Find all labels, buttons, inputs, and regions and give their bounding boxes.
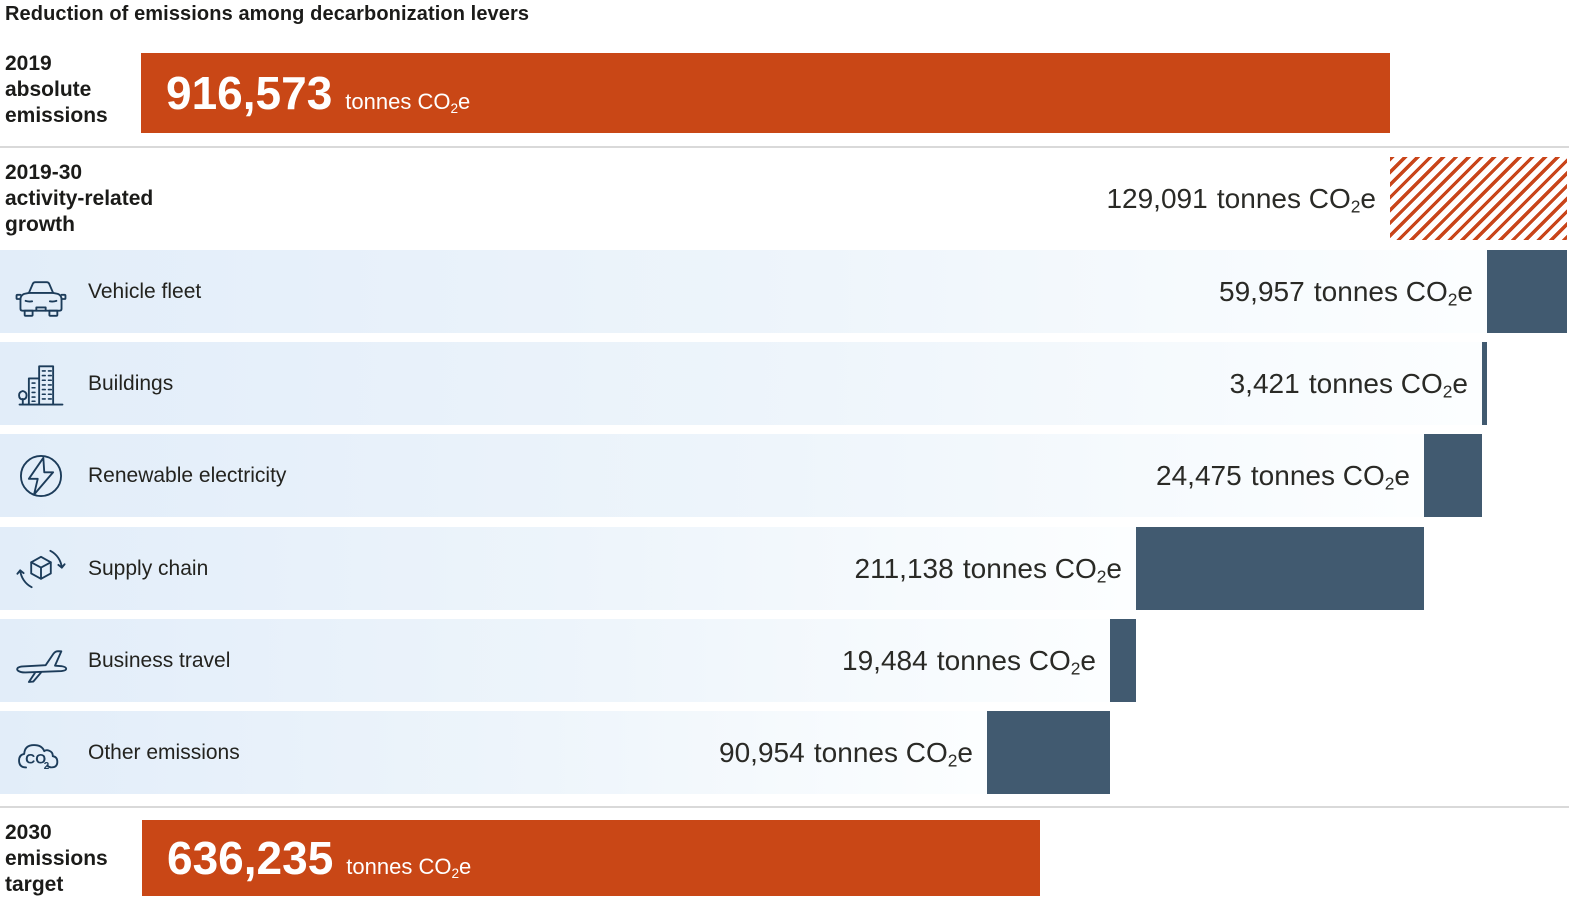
lever-bar <box>1424 434 1482 517</box>
lever-value: 19,484 tonnes CO2e <box>842 645 1096 679</box>
lever-label: Business travel <box>88 649 231 672</box>
co2-cloud-icon: CO 2 <box>12 711 70 794</box>
divider-bottom <box>0 806 1569 808</box>
row-band <box>0 527 1136 610</box>
buildings-icon <box>12 342 70 425</box>
supply-chain-icon <box>12 527 70 610</box>
lever-bar <box>987 711 1110 794</box>
lever-label: Supply chain <box>88 557 209 580</box>
lever-value: 3,421 tonnes CO2e <box>1229 368 1468 402</box>
row-band <box>0 619 1110 702</box>
lever-label: Buildings <box>88 372 174 395</box>
divider-top <box>0 146 1569 148</box>
bar-2030-emissions-target: 636,235 tonnes CO2e <box>142 820 1040 896</box>
lever-value: 90,954 tonnes CO2e <box>719 737 973 771</box>
lever-bar <box>1136 527 1424 610</box>
bar-activity-growth-hatched <box>1390 157 1567 240</box>
car-icon <box>12 250 70 333</box>
bar-2019-absolute-emissions: 916,573 tonnes CO2e <box>141 53 1390 133</box>
lever-label: Renewable electricity <box>88 464 287 487</box>
row-band <box>0 250 1487 333</box>
row-label-2019-absolute-emissions: 2019 absolute emissions <box>5 52 108 127</box>
plane-icon <box>12 619 70 702</box>
unit-label: tonnes CO2e <box>346 854 472 881</box>
value-2030: 636,235 <box>167 832 334 884</box>
row-band <box>0 434 1424 517</box>
row-label-2030-emissions-target: 2030 emissions target <box>5 821 108 896</box>
lever-value: 59,957 tonnes CO2e <box>1219 276 1473 310</box>
lever-bar <box>1110 619 1136 702</box>
lever-bar <box>1487 250 1567 333</box>
renewable-icon <box>12 434 70 517</box>
lever-bar <box>1482 342 1487 425</box>
lever-value: 24,475 tonnes CO2e <box>1156 460 1410 494</box>
lever-label: Vehicle fleet <box>88 280 202 303</box>
chart-title: Reduction of emissions among decarboniza… <box>5 3 530 25</box>
lever-value: 211,138 tonnes CO2e <box>854 553 1122 587</box>
value-activity-growth: 129,091 tonnes CO2e <box>1106 183 1376 217</box>
row-label-activity-growth: 2019-30 activity-related growth <box>5 161 154 236</box>
row-band <box>0 711 987 794</box>
row-band <box>0 342 1482 425</box>
svg-text:CO: CO <box>25 750 46 766</box>
value-2019: 916,573 <box>166 67 333 119</box>
unit-label: tonnes CO2e <box>345 89 471 116</box>
lever-label: Other emissions <box>88 741 240 764</box>
svg-text:2: 2 <box>44 760 50 771</box>
